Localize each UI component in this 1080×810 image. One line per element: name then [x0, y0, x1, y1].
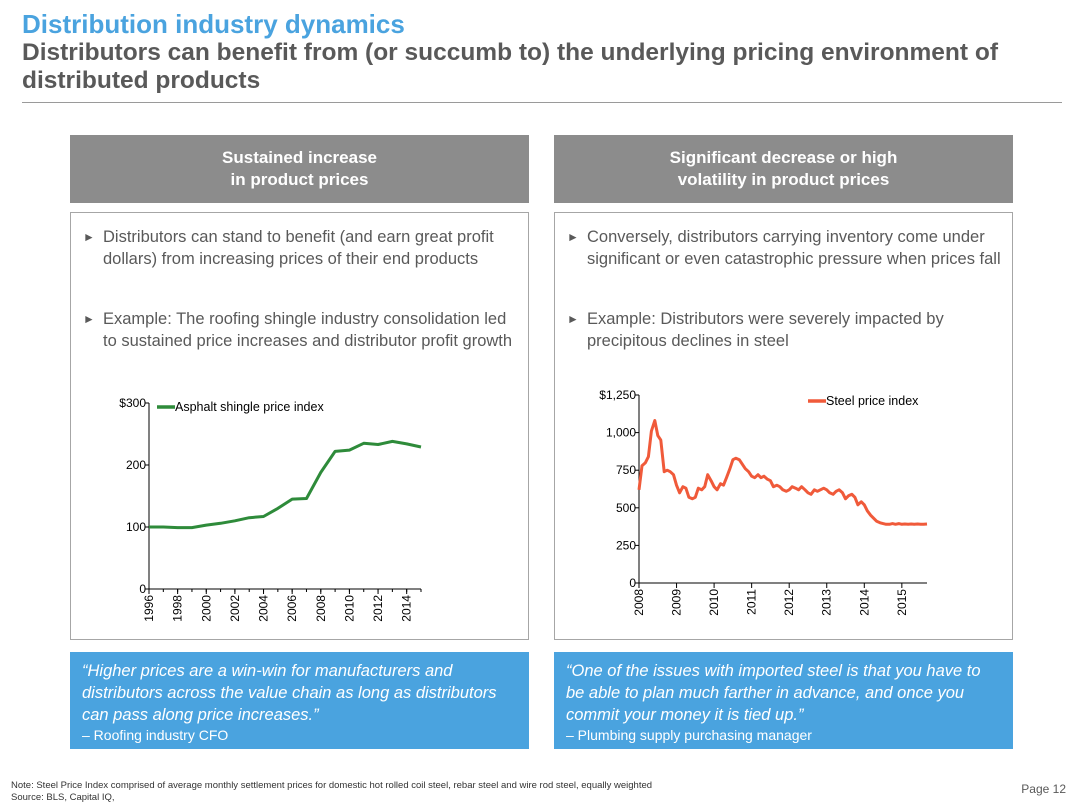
x-tick-label: 2013 [820, 589, 834, 616]
x-tick-label: 1998 [171, 595, 185, 622]
y-tick-label: 250 [616, 538, 636, 552]
triangle-right-icon: ► [83, 312, 95, 326]
left-bullet-1: ► Distributors can stand to benefit (and… [83, 227, 523, 270]
y-tick-label: 200 [126, 458, 146, 472]
left-quote-box: “Higher prices are a win-win for manufac… [70, 652, 529, 749]
right-bullet-1-text: Conversely, distributors carrying invent… [587, 228, 1001, 268]
x-tick-label: 2012 [782, 589, 796, 616]
right-bullet-2-text: Example: Distributors were severely impa… [587, 310, 944, 350]
series-line [637, 419, 928, 526]
right-quote-attribution: – Plumbing supply purchasing manager [566, 727, 812, 743]
right-bullet-1: ► Conversely, distributors carrying inve… [567, 227, 1007, 270]
steel-price-chart: 0 250 500 750 1,000 $1,250 2008 2009 2010 2011 201… [599, 388, 928, 616]
x-tick-label: 2008 [314, 595, 328, 622]
x-tick-label: 1996 [142, 595, 156, 622]
y-tick-label: 500 [616, 501, 636, 515]
left-panel: ► Distributors can stand to benefit (and… [70, 212, 529, 640]
series-line [149, 439, 422, 530]
x-tick-label: 2014 [400, 595, 414, 622]
x-tick-label: 2009 [670, 589, 684, 616]
left-header-line2: in product prices [230, 170, 369, 189]
footnote-note: Note: Steel Price Index comprised of ave… [11, 780, 653, 791]
triangle-right-icon: ► [567, 312, 579, 326]
left-bullet-1-text: Distributors can stand to benefit (and e… [103, 228, 494, 268]
y-tick-label: 0 [629, 576, 636, 590]
right-header-line1: Significant decrease or high [669, 148, 898, 167]
left-column-header: Sustained increase in product prices [70, 135, 529, 203]
footnote-source: Source: BLS, Capital IQ, [11, 792, 115, 803]
footnote: Note: Steel Price Index comprised of ave… [11, 780, 652, 804]
left-bullet-2-text: Example: The roofing shingle industry co… [103, 310, 513, 350]
x-tick-label: 2004 [257, 595, 271, 622]
left-bullet-2: ► Example: The roofing shingle industry … [83, 309, 523, 352]
page-title: Distribution industry dynamics [22, 9, 405, 39]
x-tick-label: 2000 [199, 595, 213, 622]
page-subtitle: Distributors can benefit from (or succum… [22, 39, 998, 94]
triangle-right-icon: ► [567, 230, 579, 244]
x-tick-label: 2006 [285, 595, 299, 622]
x-tick-label: 2008 [632, 589, 646, 616]
left-header-line1: Sustained increase [222, 148, 377, 167]
x-tick-label: 2011 [745, 589, 759, 615]
left-quote-text: “Higher prices are a win-win for manufac… [82, 662, 497, 724]
asphalt-price-chart: 0 100 200 $300 1996 1998 2000 2002 2004 2006 2008 2… [119, 396, 422, 622]
title-divider [22, 102, 1062, 103]
right-header-line2: volatility in product prices [677, 170, 890, 189]
x-tick-label: 2015 [895, 589, 909, 616]
y-tick-label: 750 [616, 463, 636, 477]
y-tick-label: $300 [119, 396, 146, 410]
legend-label: Asphalt shingle price index [175, 400, 324, 414]
y-tick-label: 0 [139, 582, 146, 596]
triangle-right-icon: ► [83, 230, 95, 244]
legend-label: Steel price index [826, 394, 919, 408]
x-tick-label: 2002 [228, 595, 242, 622]
x-tick-label: 2010 [707, 589, 721, 616]
y-tick-label: $1,250 [599, 388, 636, 402]
x-tick-label: 2012 [371, 595, 385, 622]
y-tick-label: 1,000 [606, 426, 636, 440]
right-quote-text: “One of the issues with imported steel i… [566, 662, 981, 724]
x-tick-label: 2014 [857, 589, 871, 616]
page-number: Page 12 [1021, 782, 1066, 796]
right-panel: ► Conversely, distributors carrying inve… [554, 212, 1013, 640]
y-tick-label: 100 [126, 520, 146, 534]
left-quote-attribution: – Roofing industry CFO [82, 727, 229, 743]
right-quote-box: “One of the issues with imported steel i… [554, 652, 1013, 749]
right-column-header: Significant decrease or high volatility … [554, 135, 1013, 203]
x-tick-label: 2010 [342, 595, 356, 622]
right-bullet-2: ► Example: Distributors were severely im… [567, 309, 1007, 352]
